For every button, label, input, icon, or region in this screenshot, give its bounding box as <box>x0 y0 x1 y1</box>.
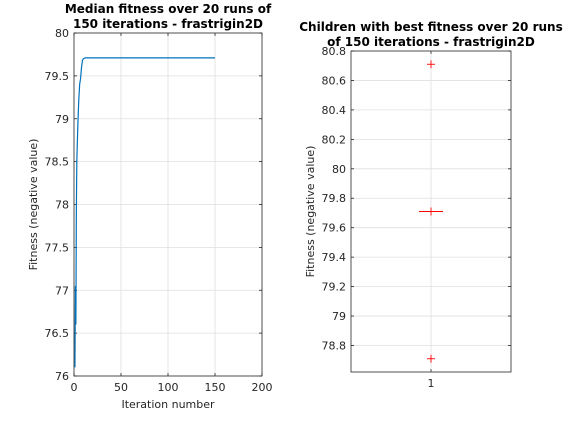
x-tick-label: 200 <box>252 381 273 394</box>
x-tick-label: 0 <box>71 381 78 394</box>
y-tick-label: 79 <box>332 310 346 323</box>
y-tick-label: 79.8 <box>322 192 347 205</box>
y-tick-label: 80.2 <box>322 133 347 146</box>
y-tick-label: 78 <box>55 199 69 212</box>
x-axis-label: Iteration number <box>121 398 215 411</box>
y-tick-label: 78.8 <box>322 339 347 352</box>
median-fitness-chart: 0 50 100 150 200 76 76.5 77 77.5 78 78.5 79 79.5 80 Me… <box>27 2 273 411</box>
y-tick-label: 77 <box>55 284 69 297</box>
x-tick-label: 50 <box>114 381 128 394</box>
y-tick-label: 78.5 <box>45 156 70 169</box>
best-children-chart: 1 78.8 79 79.2 79.4 79.6 79.8 80 80.2 80.4 80.6 80.… <box>299 20 562 390</box>
y-tick-label: 76 <box>55 370 69 383</box>
chart-title-line: Children with best fitness over 20 runs <box>299 20 562 34</box>
y-tick-label: 79.4 <box>322 251 347 264</box>
scatter-point <box>427 354 435 363</box>
chart-title-line: Median fitness over 20 runs of <box>65 2 272 16</box>
scatter-point <box>427 60 435 69</box>
x-tick-label: 100 <box>158 381 179 394</box>
x-tick-label: 1 <box>428 377 435 390</box>
x-tick-label: 150 <box>205 381 226 394</box>
y-tick-label: 77.5 <box>45 241 70 254</box>
y-tick-label: 80.4 <box>322 104 347 117</box>
y-axis-label: Fitness (negative value) <box>304 146 317 278</box>
y-axis-label: Fitness (negative value) <box>27 139 40 271</box>
y-tick-label: 80.6 <box>322 74 347 87</box>
y-tick-label: 79 <box>55 113 69 126</box>
y-tick-label: 80 <box>332 163 346 176</box>
chart-title-line: of 150 iterations - frastrigin2D <box>327 35 535 49</box>
series-line <box>74 57 215 368</box>
y-tick-label: 76.5 <box>45 327 70 340</box>
y-tick-label: 79.5 <box>45 70 70 83</box>
y-tick-label: 79.2 <box>322 281 347 294</box>
y-tick-label: 80 <box>55 27 69 40</box>
y-tick-label: 80.8 <box>322 45 347 58</box>
chart-title-line: 150 iterations - frastrigin2D <box>73 17 263 31</box>
y-tick-label: 79.6 <box>322 222 347 235</box>
